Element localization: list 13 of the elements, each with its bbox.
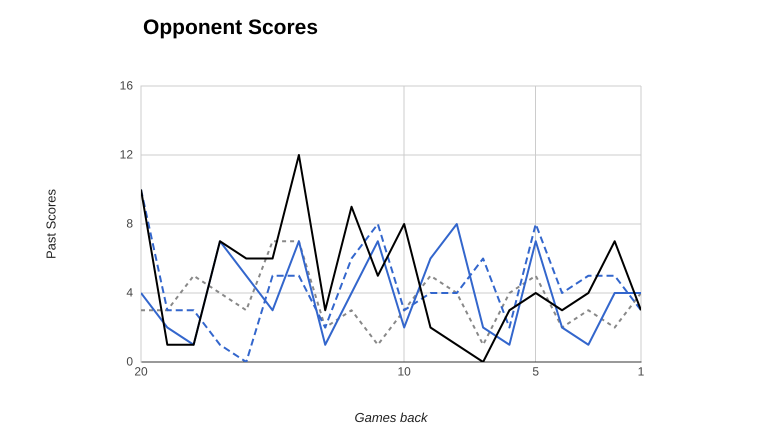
y-tick-label: 4 xyxy=(126,285,134,300)
x-axis-title: Games back xyxy=(354,410,429,425)
y-tick-label: 0 xyxy=(126,354,134,368)
x-tick-label: 1 xyxy=(638,364,645,379)
line-series xyxy=(141,188,641,362)
chart-title: Opponent Scores xyxy=(143,16,318,40)
y-tick-label: 8 xyxy=(126,216,134,230)
x-tick-label: 5 xyxy=(532,364,540,379)
y-tick-label: 16 xyxy=(120,78,134,92)
x-tick-label: 20 xyxy=(134,364,148,379)
y-tick-label: 12 xyxy=(120,147,134,162)
y-axis-title: Past Scores xyxy=(43,188,58,260)
x-tick-label: 10 xyxy=(397,364,412,379)
